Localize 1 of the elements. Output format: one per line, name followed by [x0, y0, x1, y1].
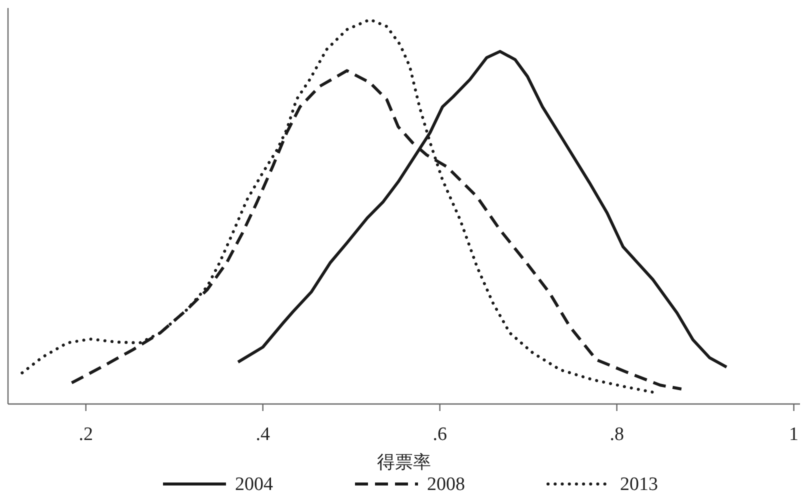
- xlabel: 得票率: [377, 452, 431, 472]
